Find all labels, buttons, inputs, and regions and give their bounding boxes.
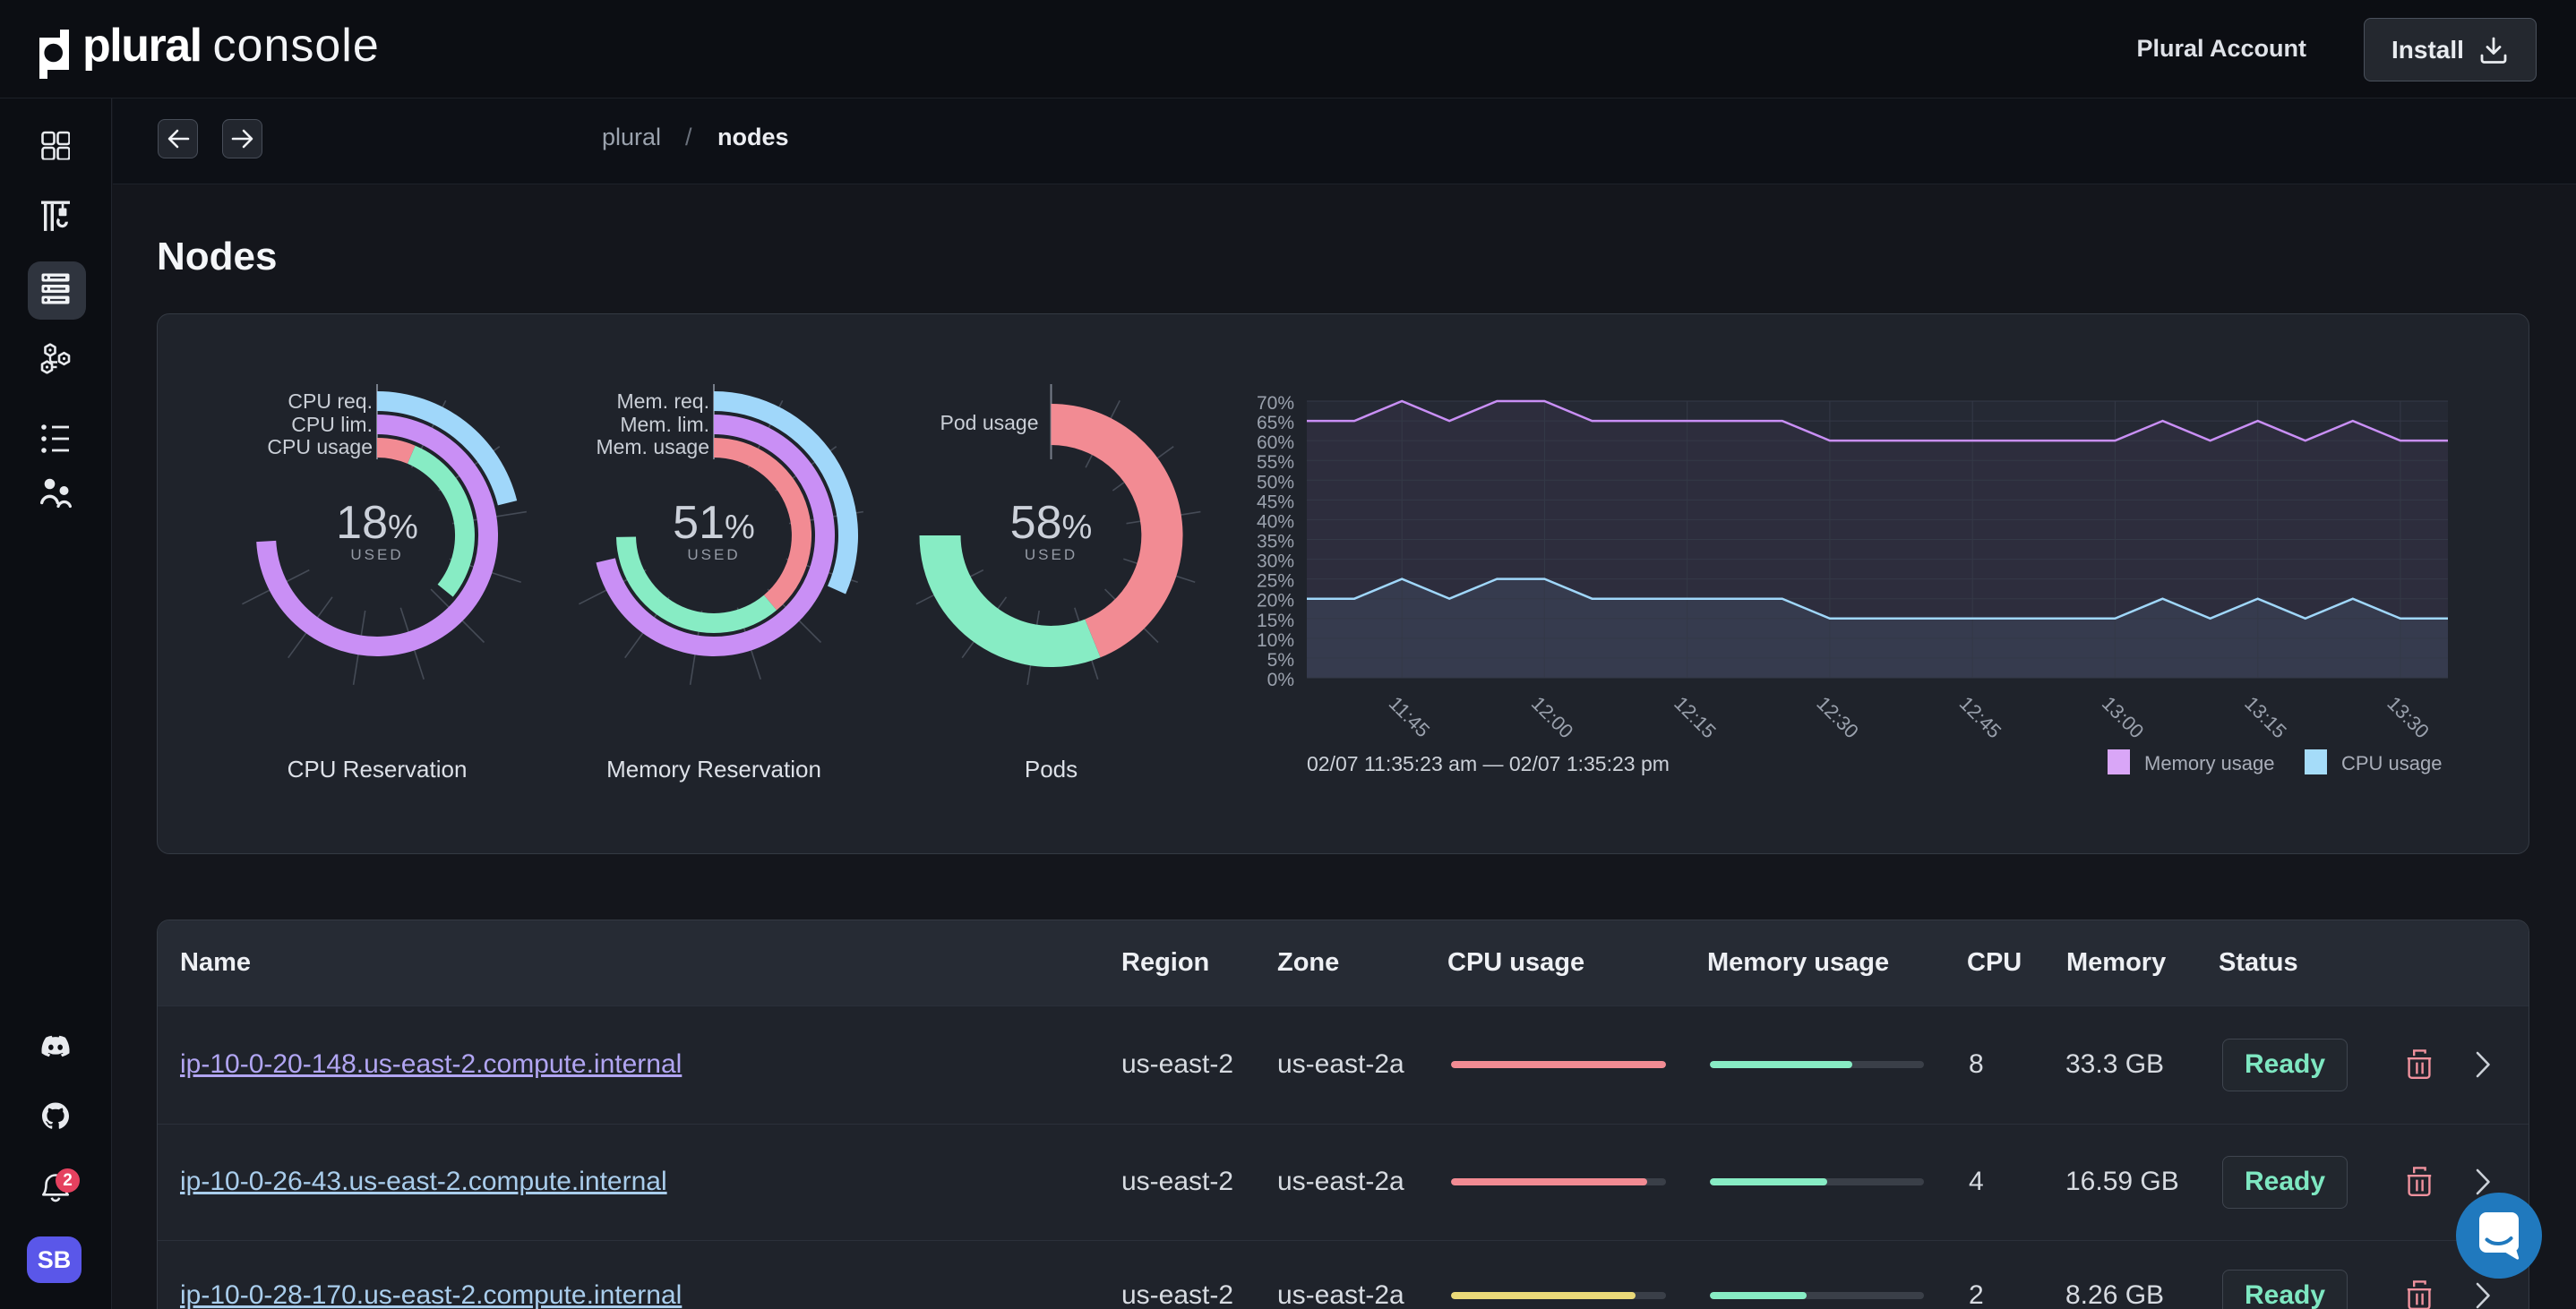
svg-text:USED: USED [687, 546, 740, 563]
svg-text:Mem. lim.: Mem. lim. [620, 413, 709, 436]
svg-text:50%: 50% [1257, 472, 1294, 492]
svg-text:Memory usage: Memory usage [2144, 752, 2275, 774]
svg-text:USED: USED [350, 546, 403, 563]
svg-text:CPU lim.: CPU lim. [291, 413, 373, 436]
svg-text:12:00: 12:00 [1527, 692, 1578, 743]
svg-text:Mem. req.: Mem. req. [616, 389, 709, 413]
svg-text:Pods: Pods [1025, 756, 1078, 783]
svg-text:11:45: 11:45 [1385, 692, 1434, 741]
svg-text:CPU usage: CPU usage [267, 435, 373, 458]
svg-text:13:00: 13:00 [2098, 692, 2149, 743]
svg-text:CPU Reservation: CPU Reservation [288, 756, 468, 783]
svg-text:58%: 58% [1010, 497, 1093, 549]
svg-text:12:15: 12:15 [1670, 692, 1721, 743]
svg-text:02/07 11:35:23 am — 02/07 1:35: 02/07 11:35:23 am — 02/07 1:35:23 pm [1307, 752, 1670, 775]
svg-text:40%: 40% [1257, 511, 1294, 532]
svg-text:12:30: 12:30 [1812, 692, 1863, 743]
svg-text:15%: 15% [1257, 611, 1294, 631]
svg-text:45%: 45% [1257, 492, 1294, 512]
svg-text:18%: 18% [336, 497, 418, 549]
svg-text:30%: 30% [1257, 552, 1294, 572]
svg-text:Mem. usage: Mem. usage [596, 435, 709, 458]
svg-text:Memory Reservation: Memory Reservation [606, 756, 821, 783]
svg-text:25%: 25% [1257, 571, 1294, 592]
svg-text:20%: 20% [1257, 591, 1294, 612]
svg-text:55%: 55% [1257, 452, 1294, 473]
svg-text:CPU req.: CPU req. [288, 389, 373, 413]
svg-text:0%: 0% [1267, 670, 1294, 690]
svg-text:10%: 10% [1257, 630, 1294, 651]
svg-text:CPU usage: CPU usage [2341, 752, 2443, 774]
svg-text:5%: 5% [1267, 650, 1294, 671]
svg-text:60%: 60% [1257, 432, 1294, 453]
svg-text:Pod usage: Pod usage [940, 411, 1039, 434]
svg-text:51%: 51% [673, 497, 755, 549]
svg-text:USED: USED [1025, 546, 1078, 563]
svg-text:12:45: 12:45 [1955, 692, 2006, 743]
svg-text:13:15: 13:15 [2240, 692, 2291, 743]
svg-text:13:30: 13:30 [2383, 692, 2434, 743]
svg-text:35%: 35% [1257, 532, 1294, 552]
svg-text:70%: 70% [1257, 393, 1294, 414]
svg-text:65%: 65% [1257, 413, 1294, 433]
